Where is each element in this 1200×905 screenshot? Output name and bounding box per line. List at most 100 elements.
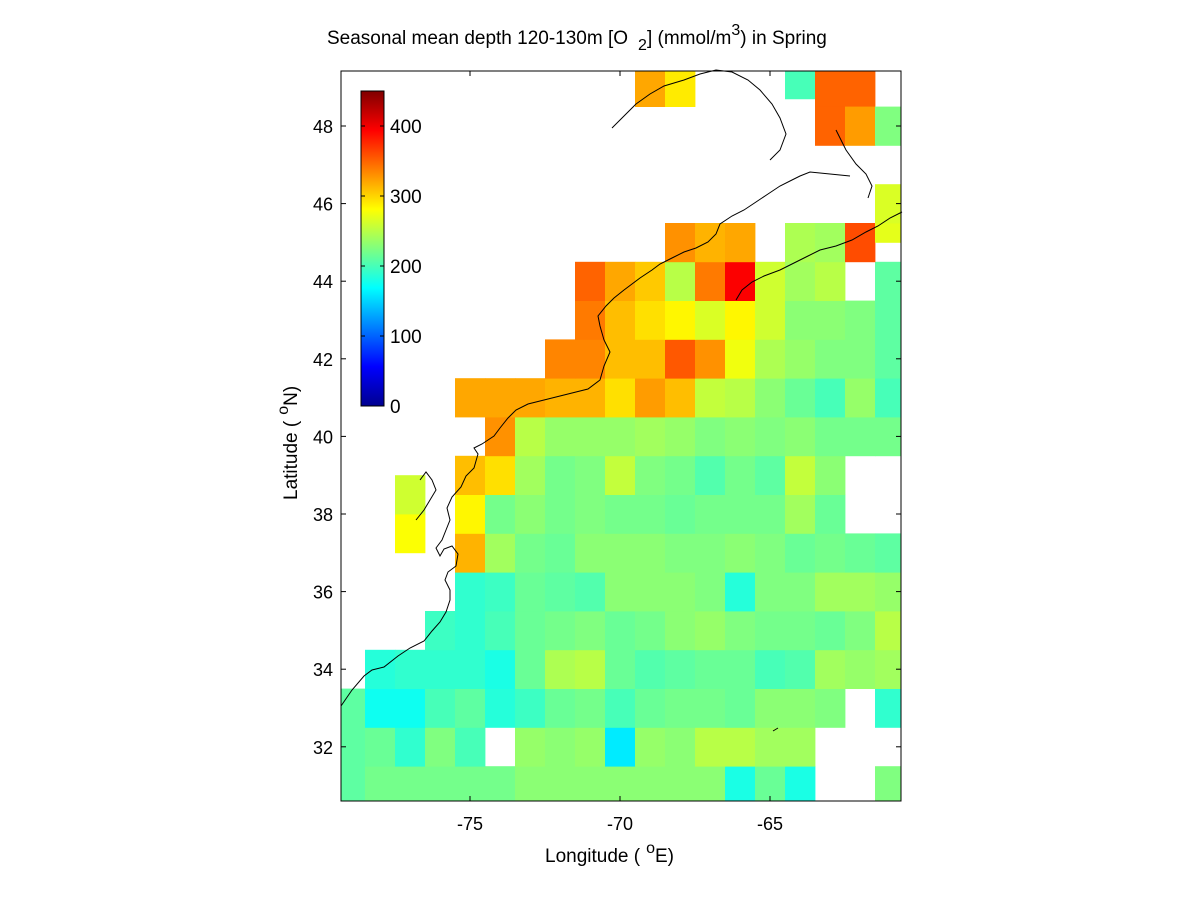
heatmap-cell <box>665 688 696 728</box>
heatmap-cell <box>815 378 846 418</box>
heatmap-cell <box>515 766 546 802</box>
colorbar <box>360 90 385 407</box>
heatmap-cell <box>695 766 726 802</box>
heatmap-cell <box>575 533 606 573</box>
heatmap-cell <box>515 533 546 573</box>
heatmap-cell <box>695 223 726 263</box>
heatmap-cell <box>515 378 546 418</box>
heatmap-cell <box>545 611 576 651</box>
chart-title: Seasonal mean depth 120-130m [O 2] (mmol/… <box>327 22 827 54</box>
heatmap-cell <box>785 649 816 689</box>
heatmap-cell <box>605 572 636 612</box>
colorbar-tick-label: 0 <box>390 397 401 418</box>
title-subscript: 2 <box>638 37 647 54</box>
heatmap-cell <box>635 455 666 495</box>
heatmap-cell <box>455 572 486 612</box>
heatmap-cell <box>755 611 786 651</box>
x-tick-label: -65 <box>757 814 783 834</box>
heatmap-cell <box>545 766 576 802</box>
heatmap-cell <box>815 300 846 340</box>
coastline-newfoundland <box>835 129 873 199</box>
y-tick-label: 46 <box>313 195 333 215</box>
heatmap-cell <box>605 455 636 495</box>
heatmap-cell <box>455 688 486 728</box>
heatmap-cell <box>725 455 756 495</box>
heatmap-cell <box>605 727 636 767</box>
heatmap-cell <box>845 339 876 379</box>
heatmap-cell <box>695 611 726 651</box>
heatmap-cell <box>695 572 726 612</box>
heatmap-cell <box>605 688 636 728</box>
heatmap-cell <box>635 649 666 689</box>
heatmap-cell <box>455 533 486 573</box>
heatmap-cell <box>605 766 636 802</box>
heatmap-cell <box>725 339 756 379</box>
y-tick-label: 34 <box>313 660 333 680</box>
x-tick-label: -70 <box>607 814 633 834</box>
heatmap-cell <box>695 494 726 534</box>
heatmap-cell <box>875 533 902 573</box>
heatmap-cell <box>725 766 756 802</box>
coastline-nova-scotia <box>735 211 903 301</box>
heatmap-cell <box>725 572 756 612</box>
heatmap-cell <box>845 223 876 263</box>
heatmap-cell <box>725 727 756 767</box>
heatmap-cell <box>545 649 576 689</box>
heatmap-cell <box>395 727 426 767</box>
heatmap-cell <box>575 649 606 689</box>
heatmap-cell <box>875 766 902 802</box>
heatmap-cell <box>695 378 726 418</box>
heatmap-cell <box>725 688 756 728</box>
heatmap-cell <box>545 727 576 767</box>
heatmap-cell <box>635 300 666 340</box>
title-superscript: 3 <box>731 22 740 39</box>
heatmap-cell <box>755 727 786 767</box>
y-axis-label: Latitude (oN) <box>275 386 302 500</box>
heatmap-cell <box>425 727 456 767</box>
heatmap-cell <box>665 71 696 107</box>
heatmap-cell <box>665 300 696 340</box>
heatmap-cell <box>665 611 696 651</box>
heatmap-cell <box>545 417 576 457</box>
heatmap-cell <box>545 572 576 612</box>
heatmap-cell <box>815 417 846 457</box>
heatmap-cell <box>455 611 486 651</box>
colorbar-tick-label: 100 <box>390 327 422 348</box>
colorbar-tick-label: 200 <box>390 257 422 278</box>
heatmap-cell <box>575 378 606 418</box>
x-axis-label-superscript: o <box>646 840 655 857</box>
heatmap-cell <box>845 300 876 340</box>
heatmap-cell <box>425 611 456 651</box>
heatmap-cell <box>575 455 606 495</box>
heatmap-cell <box>635 378 666 418</box>
heatmap-cell <box>635 727 666 767</box>
heatmap-cell <box>725 261 756 301</box>
heatmap-cell <box>635 494 666 534</box>
heatmap-cells <box>341 71 902 802</box>
heatmap-cell <box>341 688 366 728</box>
heatmap-cell <box>785 455 816 495</box>
heatmap-cell <box>515 649 546 689</box>
heatmap-cell <box>545 688 576 728</box>
heatmap-cell <box>695 339 726 379</box>
heatmap-cell <box>695 455 726 495</box>
heatmap-cell <box>785 71 816 100</box>
heatmap-cell <box>785 417 816 457</box>
y-tick-label: 40 <box>313 427 333 447</box>
heatmap-cell <box>725 378 756 418</box>
heatmap-cell <box>695 300 726 340</box>
heatmap-cell <box>785 611 816 651</box>
heatmap-cell <box>875 611 902 651</box>
heatmap-cell <box>455 378 486 418</box>
heatmap-cell <box>341 766 366 802</box>
heatmap-cell <box>575 766 606 802</box>
heatmap-cell <box>875 378 902 418</box>
heatmap-cell <box>695 649 726 689</box>
heatmap-cell <box>485 533 516 573</box>
heatmap-cell <box>725 223 756 263</box>
heatmap-cell <box>695 727 726 767</box>
heatmap-cell <box>755 533 786 573</box>
heatmap-cell <box>575 572 606 612</box>
heatmap-cell <box>785 300 816 340</box>
heatmap-cell <box>485 417 516 457</box>
